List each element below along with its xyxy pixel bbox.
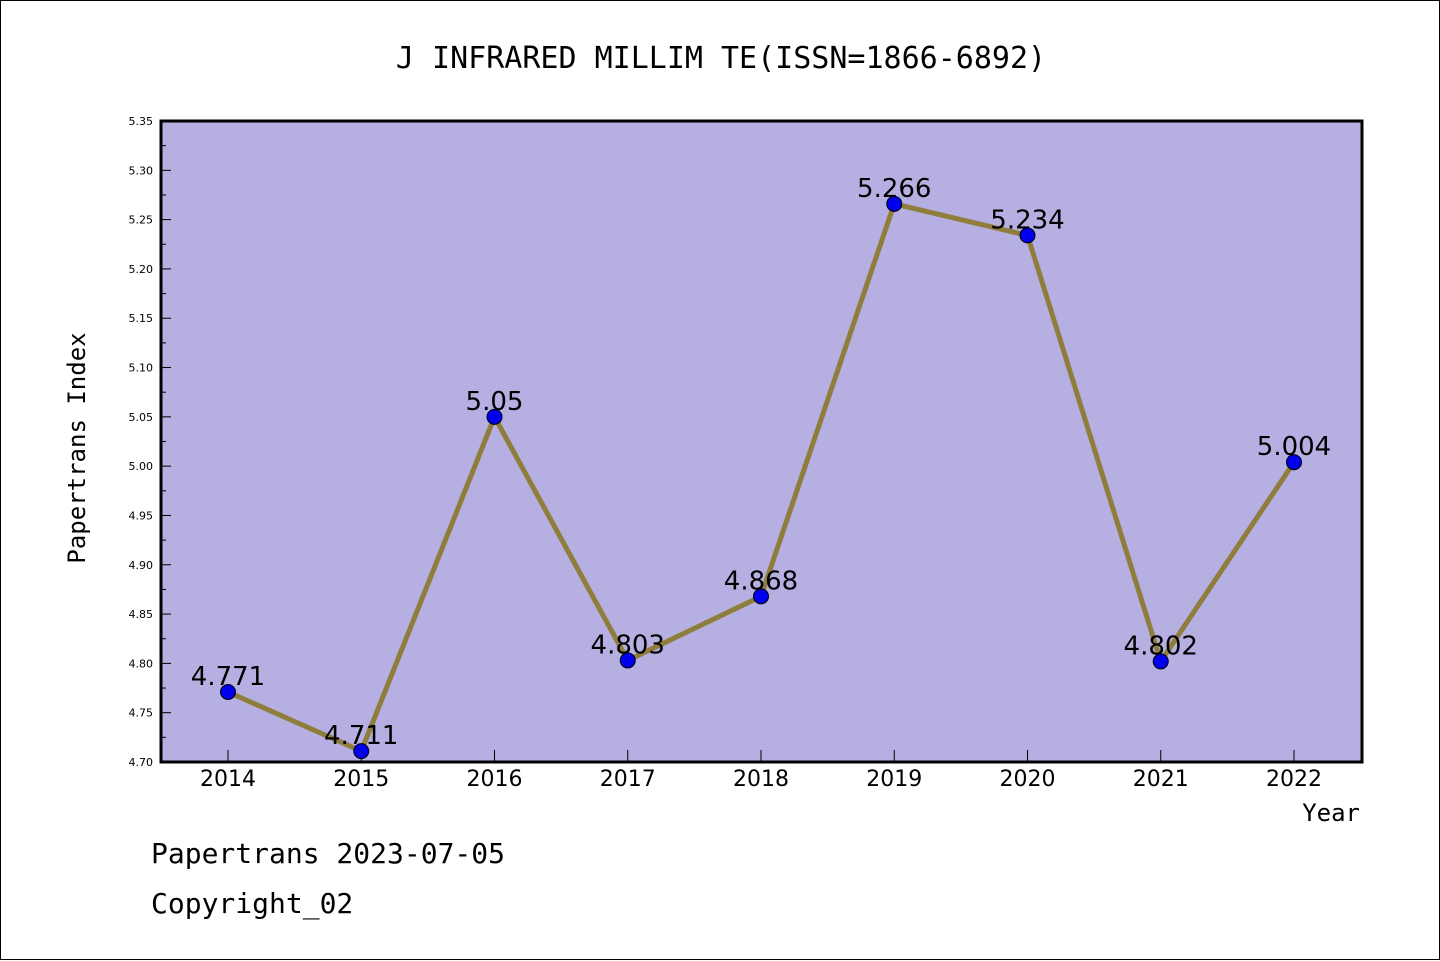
data-point-marker <box>753 588 769 605</box>
y-tick-label: 5.20 <box>129 263 154 276</box>
footer-copyright-text: Copyright_02 <box>151 887 354 920</box>
data-point-label: 5.05 <box>466 387 524 417</box>
x-tick-label: 2016 <box>467 767 523 792</box>
data-series: 4.771 4.711 5.05 4.803 4.868 5.266 5.234 4.802 5… <box>191 174 1331 760</box>
data-point-marker <box>1152 653 1169 670</box>
x-tick-label: 2021 <box>1133 767 1189 792</box>
data-point-label: 4.802 <box>1124 631 1198 661</box>
y-tick-label: 4.90 <box>129 559 154 572</box>
y-axis-title: Papertrans Index <box>63 332 91 563</box>
x-tick-label: 2022 <box>1266 767 1322 792</box>
y-tick-label: 5.10 <box>129 362 154 375</box>
y-tick-label: 5.05 <box>129 411 154 424</box>
data-point-marker <box>886 195 903 212</box>
x-axis-title: Year <box>1302 799 1360 827</box>
x-tick-label: 2015 <box>333 767 389 792</box>
x-tick-label: 2017 <box>600 767 656 792</box>
data-point-marker <box>1019 227 1036 244</box>
y-tick-label: 5.00 <box>129 460 154 473</box>
y-tick-label: 5.15 <box>129 312 154 325</box>
plot-area <box>161 121 1362 762</box>
y-tick-label: 4.95 <box>129 509 154 522</box>
data-point-marker <box>220 683 236 700</box>
x-tick-label: 2020 <box>1000 767 1056 792</box>
y-tick-label: 5.25 <box>129 214 154 227</box>
y-tick-label: 5.35 <box>129 115 154 128</box>
data-point-label: 4.771 <box>191 662 265 692</box>
y-tick-label: 5.30 <box>129 164 154 177</box>
data-point-label: 5.004 <box>1257 432 1331 462</box>
y-axis: 4.70 4.75 4.80 4.85 4.90 4.95 5.00 5.05 5.10 5.15… <box>129 115 171 769</box>
data-point-marker <box>619 652 636 669</box>
x-tick-label: 2014 <box>200 767 256 792</box>
x-tick-label: 2018 <box>733 767 789 792</box>
y-tick-label: 4.85 <box>129 608 154 621</box>
footer-date-text: Papertrans 2023-07-05 <box>151 837 506 870</box>
data-point-label: 4.803 <box>591 630 665 660</box>
y-tick-label: 4.75 <box>129 707 154 720</box>
plot-border <box>159 119 1364 764</box>
x-axis: 2014 2015 2016 2017 2018 2019 2020 2021 2022 <box>200 750 1322 792</box>
data-point-marker <box>353 743 370 760</box>
y-tick-label: 4.70 <box>129 756 154 769</box>
data-point-label: 4.868 <box>724 566 798 596</box>
y-tick-label: 4.80 <box>129 657 154 670</box>
data-point-label: 4.711 <box>324 721 398 751</box>
chart-title: J INFRARED MILLIM TE(ISSN=1866-6892) <box>396 41 1046 76</box>
x-tick-label: 2019 <box>866 767 922 792</box>
data-point-marker <box>1286 454 1302 471</box>
data-point-label: 5.266 <box>857 174 931 204</box>
data-point-label: 5.234 <box>990 205 1064 235</box>
data-point-marker <box>486 408 503 425</box>
